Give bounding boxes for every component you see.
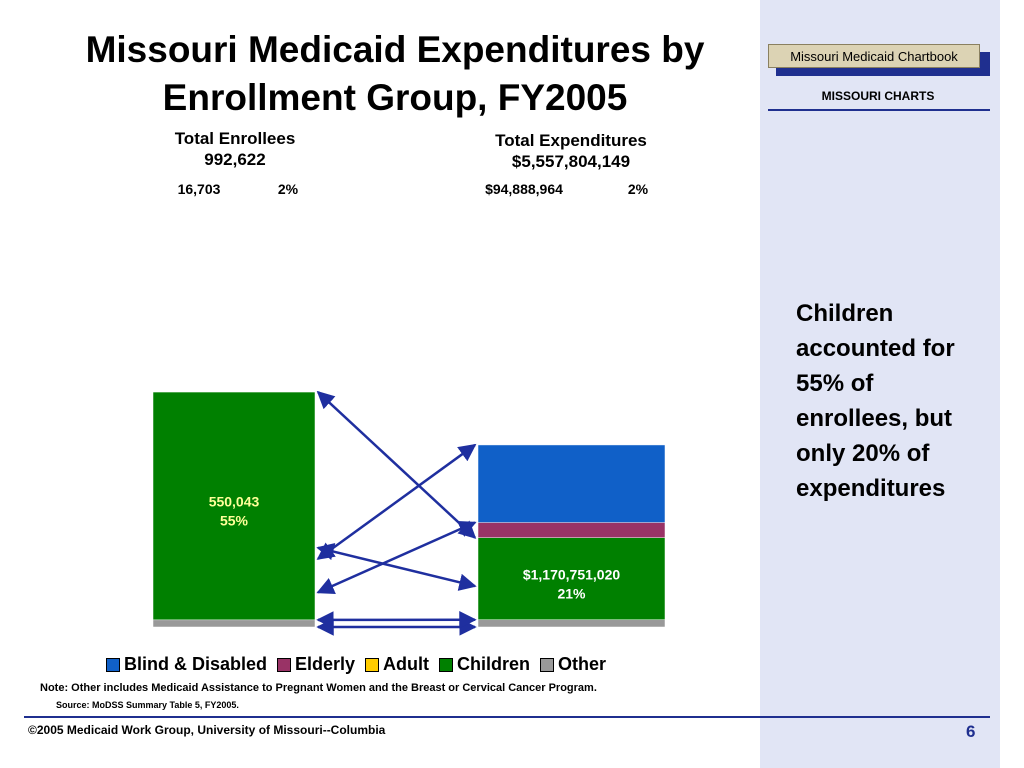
enrollees-header: Total Enrollees 992,622 (150, 128, 320, 170)
legend-swatch-elderly (277, 657, 292, 672)
bar-enrollees: 159,53516%80,9858%185,35819%550,04355%16… (152, 181, 316, 629)
legend-label-elderly: Elderly (295, 654, 356, 674)
legend-item-other: Other (540, 654, 606, 675)
sidebar-label: MISSOURI CHARTS (821, 89, 935, 103)
legend-swatch-adult (365, 657, 380, 672)
legend-item-adult: Adult (365, 654, 429, 675)
expenditures-total: $5,557,804,149 (511, 152, 631, 171)
connector-arrow-1 (316, 443, 477, 560)
value-label-enrollees-other: 16,703 (178, 181, 221, 197)
footer-divider (24, 716, 990, 718)
chart-note: Note: Other includes Medicaid Assistance… (40, 682, 597, 694)
copyright-text: ©2005 Medicaid Work Group, University of… (28, 723, 386, 737)
connector-arrow-2 (316, 520, 477, 594)
legend-swatch-other (540, 657, 555, 672)
bar-segment-expenditures-other (477, 619, 666, 628)
bar-segment-enrollees-other (152, 619, 316, 628)
sidebar-divider (768, 109, 990, 111)
key-insight-text: Children accounted for 55% of enrollees,… (796, 300, 955, 502)
connector-arrow-4 (316, 390, 477, 539)
percent-label-expenditures-children: 21% (557, 585, 586, 601)
chart-source: Source: MoDSS Summary Table 5, FY2005. (56, 700, 239, 710)
percent-label-expenditures-other: 2% (628, 181, 649, 197)
bar-segment-enrollees-children (152, 391, 316, 628)
stacked-bar-chart: 159,53516%80,9858%185,35819%550,04355%16… (152, 181, 666, 636)
connector-arrows (316, 390, 477, 636)
legend-item-children: Children (439, 654, 530, 675)
legend-swatch-blind-disabled (106, 657, 120, 672)
enrollees-total: 992,622 (204, 150, 266, 169)
slide-title: Missouri Medicaid Expenditures by Enroll… (85, 29, 705, 118)
bar-expenditures: $2,386,441,89443%$1,369,283,38825%$536,4… (477, 181, 666, 628)
percent-label-enrollees-other: 2% (278, 181, 299, 197)
value-label-enrollees-children: 550,043 (209, 494, 260, 510)
bar-segment-expenditures-children (477, 537, 666, 628)
legend-swatch-children (439, 657, 454, 672)
legend-label-blind-disabled: Blind & Disabled (124, 654, 268, 674)
legend-label-other: Other (558, 654, 607, 674)
chart-legend: Blind & Disabled Elderly Adult Children Othe… (106, 654, 616, 675)
expenditures-header: Total Expenditures $5,557,804,149 (466, 130, 676, 172)
value-label-expenditures-children: $1,170,751,020 (523, 566, 621, 582)
enrollees-category: Total Enrollees (174, 129, 296, 148)
legend-item-blind-disabled: Blind & Disabled (106, 654, 267, 675)
legend-item-elderly: Elderly (277, 654, 355, 675)
connector-arrow-3 (316, 543, 477, 591)
sidebar-panel (760, 0, 1000, 768)
legend-label-adult: Adult (383, 654, 430, 674)
percent-label-enrollees-children: 55% (220, 513, 249, 529)
chartbook-badge: Missouri Medicaid Chartbook (768, 44, 980, 68)
legend-label-children: Children (457, 654, 531, 674)
expenditures-category: Total Expenditures (495, 131, 647, 150)
page-number: 6 (966, 722, 976, 741)
value-label-expenditures-other: $94,888,964 (485, 181, 563, 197)
